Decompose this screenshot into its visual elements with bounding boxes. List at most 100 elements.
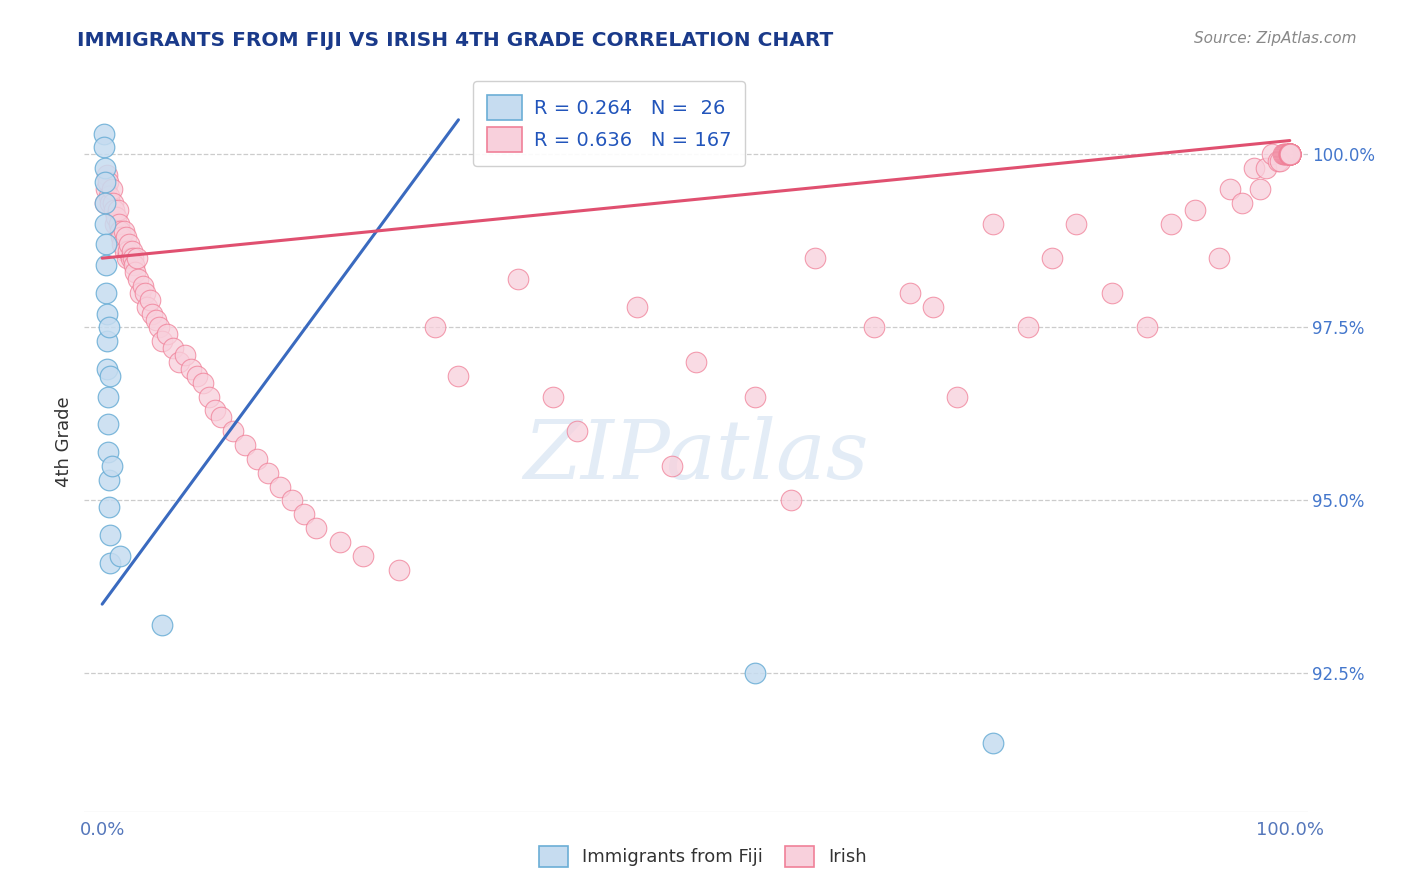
- Point: [1278, 147, 1301, 161]
- Point: [1278, 147, 1301, 161]
- Point: [1278, 147, 1301, 161]
- Point: [1278, 147, 1301, 161]
- Point: [1208, 251, 1230, 265]
- Point: [129, 285, 152, 300]
- Legend: Immigrants from Fiji, Irish: Immigrants from Fiji, Irish: [531, 838, 875, 874]
- Point: [98, 368, 121, 383]
- Point: [1136, 320, 1159, 334]
- Point: [981, 735, 1004, 749]
- Point: [1278, 147, 1301, 161]
- Point: [281, 493, 304, 508]
- Point: [1277, 147, 1299, 161]
- Point: [1278, 147, 1301, 161]
- Point: [131, 278, 153, 293]
- Point: [117, 244, 139, 259]
- Point: [1270, 154, 1292, 169]
- Text: ZIPatlas: ZIPatlas: [523, 417, 869, 496]
- Point: [1275, 147, 1298, 161]
- Point: [105, 210, 128, 224]
- Point: [863, 320, 886, 334]
- Text: IMMIGRANTS FROM FIJI VS IRISH 4TH GRADE CORRELATION CHART: IMMIGRANTS FROM FIJI VS IRISH 4TH GRADE …: [77, 31, 834, 50]
- Point: [506, 272, 529, 286]
- Point: [1278, 147, 1301, 161]
- Point: [1184, 202, 1206, 217]
- Point: [101, 195, 124, 210]
- Point: [257, 466, 280, 480]
- Point: [1277, 147, 1299, 161]
- Point: [352, 549, 374, 563]
- Point: [1243, 161, 1265, 176]
- Point: [1278, 147, 1301, 161]
- Point: [93, 161, 115, 176]
- Point: [1278, 147, 1301, 161]
- Point: [1278, 147, 1301, 161]
- Point: [93, 127, 115, 141]
- Point: [1278, 147, 1301, 161]
- Point: [1278, 147, 1301, 161]
- Point: [423, 320, 446, 334]
- Point: [108, 549, 131, 563]
- Point: [127, 272, 149, 286]
- Point: [1278, 147, 1301, 161]
- Point: [685, 355, 707, 369]
- Point: [94, 195, 117, 210]
- Point: [803, 251, 825, 265]
- Point: [1278, 147, 1301, 161]
- Point: [1278, 147, 1301, 161]
- Point: [329, 534, 352, 549]
- Point: [1278, 147, 1301, 161]
- Point: [136, 300, 159, 314]
- Point: [104, 217, 127, 231]
- Point: [150, 618, 173, 632]
- Point: [1278, 147, 1301, 161]
- Point: [1278, 147, 1301, 161]
- Point: [209, 410, 232, 425]
- Point: [96, 334, 118, 349]
- Legend: R = 0.264   N =  26, R = 0.636   N = 167: R = 0.264 N = 26, R = 0.636 N = 167: [474, 81, 745, 166]
- Point: [1274, 147, 1296, 161]
- Point: [162, 341, 184, 355]
- Point: [124, 265, 146, 279]
- Point: [98, 189, 121, 203]
- Point: [1278, 147, 1301, 161]
- Point: [305, 521, 328, 535]
- Point: [1278, 147, 1301, 161]
- Point: [107, 217, 129, 231]
- Point: [1232, 195, 1254, 210]
- Point: [567, 424, 589, 438]
- Point: [222, 424, 245, 438]
- Point: [1278, 147, 1301, 161]
- Point: [1278, 147, 1301, 161]
- Point: [100, 458, 122, 473]
- Point: [1278, 147, 1301, 161]
- Point: [100, 556, 122, 570]
- Point: [1278, 147, 1301, 161]
- Point: [1278, 147, 1301, 161]
- Point: [1278, 147, 1301, 161]
- Point: [245, 451, 267, 466]
- Point: [780, 493, 803, 508]
- Point: [543, 390, 565, 404]
- Point: [98, 500, 121, 515]
- Point: [1278, 147, 1301, 161]
- Point: [96, 390, 118, 404]
- Point: [156, 327, 179, 342]
- Point: [103, 202, 125, 217]
- Point: [1278, 147, 1301, 161]
- Point: [150, 334, 173, 349]
- Point: [1278, 147, 1301, 161]
- Point: [1219, 182, 1241, 196]
- Point: [1278, 147, 1301, 161]
- Point: [269, 479, 291, 493]
- Point: [111, 237, 134, 252]
- Point: [98, 528, 121, 542]
- Point: [97, 175, 120, 189]
- Point: [1278, 147, 1301, 161]
- Point: [898, 285, 921, 300]
- Point: [626, 300, 648, 314]
- Point: [122, 258, 145, 272]
- Point: [108, 223, 131, 237]
- Point: [1278, 147, 1301, 161]
- Point: [661, 458, 683, 473]
- Point: [1278, 147, 1301, 161]
